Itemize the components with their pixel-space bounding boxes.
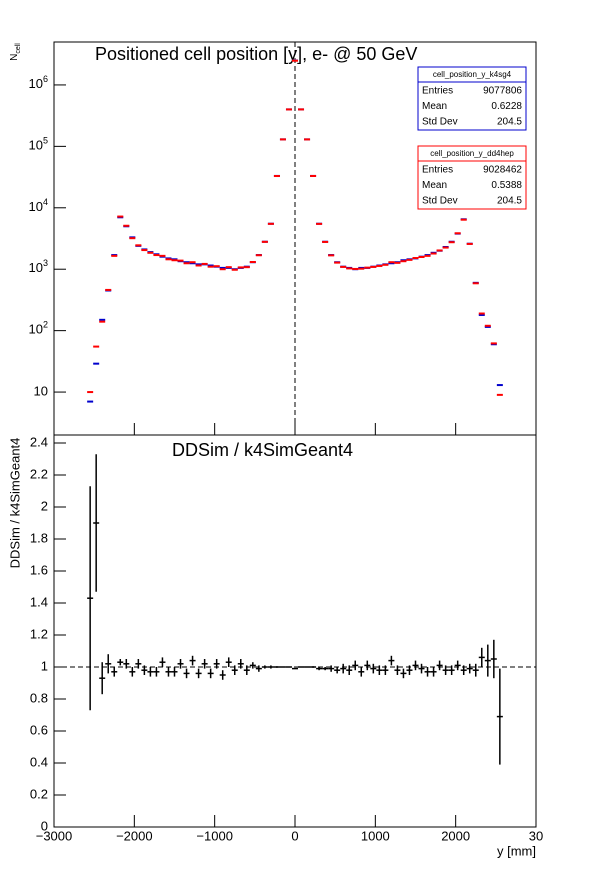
y-tick-exp: 2 <box>43 320 48 330</box>
y-tick-base: 10 <box>29 199 43 214</box>
y-tick-base: 10 <box>29 322 43 337</box>
y-tick-label: 104 <box>29 197 48 214</box>
y-tick-exp: 4 <box>43 197 48 207</box>
stats-value: 9028462 <box>483 165 522 176</box>
top-y-label: Ncell <box>9 43 22 61</box>
y-tick-label: 1 <box>41 658 48 673</box>
stats-key: Mean <box>422 101 447 112</box>
top-title: Positioned cell position [y], e- @ 50 Ge… <box>95 44 417 64</box>
stats-value: 204.5 <box>497 196 522 207</box>
x-tick-label: 1000 <box>361 828 390 843</box>
stats-value: 9077806 <box>483 86 522 97</box>
x-label: y [mm] <box>497 843 536 858</box>
y-tick-label: 0 <box>41 818 48 833</box>
stats-value: 0.5388 <box>491 180 522 191</box>
y-tick-label: 106 <box>29 74 48 91</box>
y-tick-label: 2.4 <box>30 434 48 449</box>
y-tick-exp: 6 <box>43 74 48 84</box>
y-tick-exp: 3 <box>43 259 48 269</box>
y-tick-label: 102 <box>29 320 48 337</box>
x-tick-label: −1000 <box>196 828 233 843</box>
y-tick-label: 1.8 <box>30 530 48 545</box>
y-tick-label: 0.2 <box>30 786 48 801</box>
x-tick-label: −3000 <box>36 828 73 843</box>
y-tick-exp: 5 <box>43 136 48 146</box>
x-tick-label: 30 <box>529 828 543 843</box>
stats-title: cell_position_y_dd4hep <box>430 149 514 158</box>
x-tick-label: 2000 <box>441 828 470 843</box>
y-tick-label: 2 <box>41 498 48 513</box>
y-tick-base: 10 <box>29 138 43 153</box>
stats-value: 0.6228 <box>491 101 522 112</box>
stats-key: Mean <box>422 180 447 191</box>
stats-key: Entries <box>422 165 453 176</box>
y-label-main: N <box>9 54 20 61</box>
x-tick-label: 0 <box>291 828 298 843</box>
bottom-y-label: DDSim / k4SimGeant4 <box>7 438 22 569</box>
y-tick-base: 10 <box>29 76 43 91</box>
bottom-title: DDSim / k4SimGeant4 <box>172 440 353 460</box>
stats-title: cell_position_y_k4sg4 <box>433 70 512 79</box>
stats-box <box>417 66 527 131</box>
stats-value: 204.5 <box>497 117 522 128</box>
y-tick-label: 0.8 <box>30 690 48 705</box>
stats-key: Entries <box>422 86 453 97</box>
x-tick-label: −2000 <box>116 828 153 843</box>
bottom-frame <box>53 434 537 828</box>
y-tick-label: 2.2 <box>30 466 48 481</box>
y-tick-label: 1.2 <box>30 626 48 641</box>
stats-box <box>417 145 527 210</box>
y-tick-label: 1.6 <box>30 562 48 577</box>
y-label-sub: cell <box>15 43 22 54</box>
y-tick-base: 10 <box>29 261 43 276</box>
y-tick-label: 10 <box>34 384 48 399</box>
stats-key: Std Dev <box>422 196 458 207</box>
y-tick-label: 1.4 <box>30 594 48 609</box>
y-tick-label: 103 <box>29 259 48 276</box>
stats-key: Std Dev <box>422 117 458 128</box>
y-tick-label: 0.6 <box>30 722 48 737</box>
y-tick-label: 105 <box>29 136 48 153</box>
y-tick-label: 0.4 <box>30 754 48 769</box>
